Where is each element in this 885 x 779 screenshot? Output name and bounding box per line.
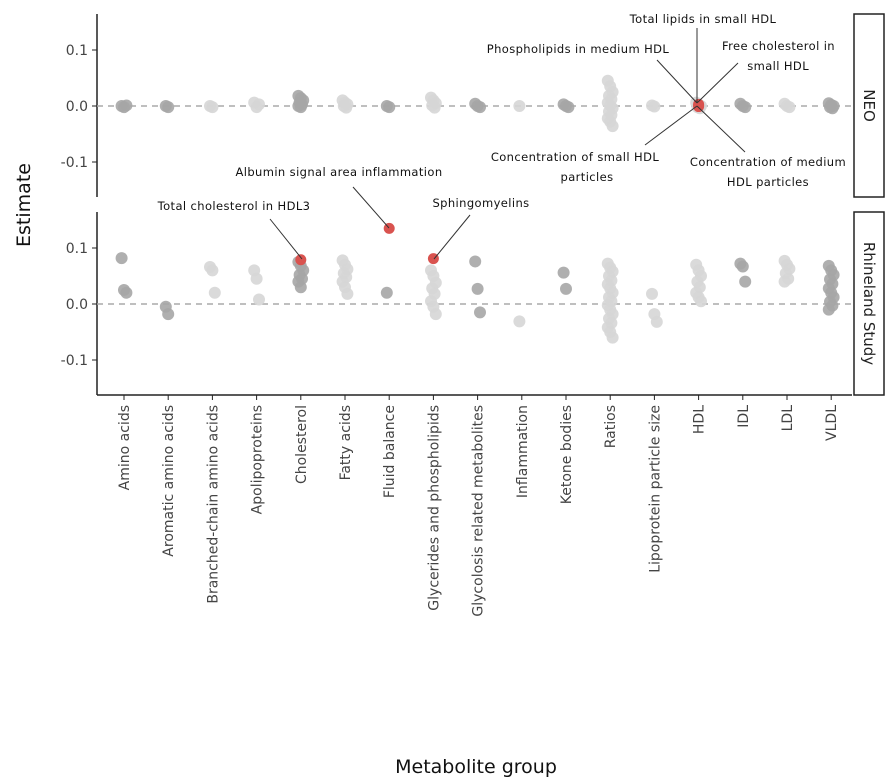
annotation-label: Concentration of medium (690, 155, 846, 169)
strip-label: NEO (860, 89, 878, 122)
data-point (650, 315, 663, 328)
data-point (557, 266, 570, 279)
data-point (474, 101, 486, 114)
data-point (560, 282, 572, 295)
annotation-label: Total lipids in small HDL (629, 12, 777, 26)
data-point (340, 101, 353, 114)
x-tick-label: Glycolosis related metabolites (471, 405, 487, 617)
annotation-leader-line (269, 218, 303, 260)
annotation-label: Albumin signal area inflammation (235, 165, 442, 179)
data-point (736, 260, 749, 273)
x-tick-label: Amino acids (117, 405, 133, 490)
strip-box (853, 13, 885, 198)
x-tick-label: Cholesterol (294, 405, 310, 484)
data-point (739, 101, 752, 114)
data-point (513, 100, 526, 112)
x-tick-label: LDL (780, 405, 796, 432)
data-point (513, 315, 526, 328)
data-point (120, 99, 133, 112)
annotation-label-line2: HDL particles (727, 175, 809, 189)
x-tick-label: Fluid balance (382, 405, 398, 498)
annotation-leader-line (433, 214, 471, 260)
data-point (206, 264, 219, 277)
y-tick-label: -0.1 (61, 155, 88, 171)
data-point (162, 101, 175, 114)
data-point (253, 293, 265, 306)
x-axis: Amino acids Aromatic amino acids Branched-… (97, 394, 852, 617)
annotation-label-line2: particles (561, 170, 614, 184)
data-point (606, 120, 619, 133)
y-tick-label: 0.1 (66, 43, 88, 59)
data-point (115, 252, 128, 265)
data-point (783, 101, 796, 114)
x-tick-label: Aromatic amino acids (161, 405, 177, 557)
data-point (469, 255, 482, 268)
data-point (695, 295, 707, 308)
x-tick-label: Glycerides and phospholipids (426, 405, 442, 611)
highlighted-point (693, 101, 705, 113)
data-point (646, 287, 658, 300)
data-point (208, 286, 221, 299)
strip-box (853, 211, 885, 396)
x-tick-label: HDL (692, 405, 708, 434)
data-point (120, 286, 133, 299)
data-point (253, 98, 265, 111)
annotation-leader-line (644, 105, 698, 146)
data-point (294, 101, 307, 114)
y-tick-label: 0.1 (66, 241, 88, 257)
annotation-label: Phospholipids in medium HDL (487, 42, 670, 56)
y-tick-label: 0.0 (66, 99, 88, 115)
data-point (294, 281, 307, 294)
annotation-label-line2: small HDL (747, 59, 809, 73)
x-tick-label: Inflammation (515, 405, 531, 498)
data-point (471, 282, 484, 295)
annotation-label: Sphingomyelins (432, 196, 529, 210)
data-point (822, 303, 835, 316)
data-point (826, 102, 839, 115)
x-tick-label: Branched-chain amino acids (205, 405, 221, 604)
data-point (206, 101, 219, 114)
annotation-label: Concentration of small HDL (491, 150, 660, 164)
data-point (606, 331, 619, 344)
y-tick-label: -0.1 (61, 353, 88, 369)
annotation-leader-line (696, 62, 739, 104)
annotation-leader-line (656, 59, 698, 104)
strip-label: Rhineland Study (860, 242, 878, 365)
data-point (562, 101, 575, 114)
x-tick-label: Apolipoproteins (250, 405, 266, 514)
x-tick-label: Fatty acids (338, 405, 354, 480)
annotation-label: Total cholesterol in HDL3 (157, 199, 311, 213)
y-tick-label: 0.0 (66, 297, 88, 313)
x-tick-label: VLDL (824, 405, 840, 441)
data-point (383, 101, 396, 114)
panels: -0.1 0.0 0.1 -0.1 0.0 0.1 (61, 14, 852, 395)
annotation-label: Free cholesterol in (722, 39, 835, 53)
data-point (162, 308, 175, 321)
y-axis-title: Estimate (13, 163, 35, 247)
x-tick-label: Lipoprotein particle size (647, 405, 663, 573)
annotation-leader-line (696, 105, 746, 153)
data-points (115, 74, 840, 344)
highlighted-point (295, 254, 307, 266)
data-point (380, 286, 393, 299)
data-point (250, 272, 263, 285)
data-point (474, 306, 486, 319)
x-axis-title: Metabolite group (395, 756, 557, 778)
x-tick-label: Ratios (603, 405, 619, 448)
data-point (341, 287, 354, 300)
data-point (778, 275, 791, 288)
data-point (739, 275, 752, 288)
annotations: Total lipids in small HDL Phospholipids i… (157, 12, 846, 260)
x-tick-label: Ketone bodies (559, 405, 575, 504)
data-point (428, 101, 441, 114)
strip-labels: NEO Rhineland Study (853, 13, 885, 396)
annotation-leader-line (352, 186, 390, 229)
x-tick-label: IDL (736, 405, 752, 428)
data-point (429, 308, 442, 321)
data-point (648, 100, 661, 113)
